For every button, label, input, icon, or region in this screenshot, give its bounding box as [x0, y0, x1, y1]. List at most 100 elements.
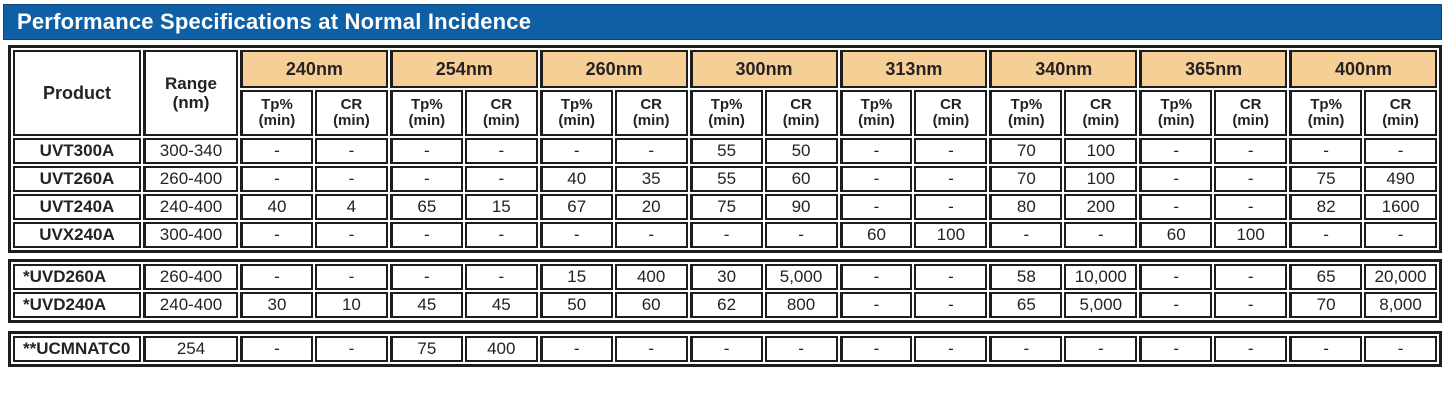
cr-min-subheader: CR (min) [764, 90, 838, 136]
table-row: UVT300A 300-340- - - - - -55 50- -70 100- - - - [13, 138, 1437, 164]
value-cell: - [1139, 336, 1213, 362]
value-cell: - [914, 166, 988, 192]
table-row: **UCMNATC0 254- -75 400- - - - - - - - - - - - [13, 336, 1437, 362]
value-cell: 100 [1214, 222, 1288, 248]
value-cell: 65 [1289, 264, 1363, 290]
value-cell: - [464, 264, 538, 290]
value-cell: - [314, 336, 388, 362]
cr-min-subheader: CR (min) [914, 90, 988, 136]
wavelength-header: 300nm [689, 50, 838, 88]
value-cell: - [1139, 166, 1213, 192]
tp-min-subheader: Tp% (min) [389, 90, 463, 136]
value-cell: - [1139, 292, 1213, 318]
value-cell: - [839, 194, 913, 220]
range-cell: 300-400 [143, 222, 238, 248]
value-cell: 75 [1289, 166, 1363, 192]
range-cell: 240-400 [143, 292, 238, 318]
value-cell: - [1064, 222, 1138, 248]
value-cell: 20,000 [1364, 264, 1437, 290]
value-cell: 65 [389, 194, 463, 220]
value-cell: - [314, 138, 388, 164]
value-cell: - [1214, 264, 1288, 290]
value-cell: - [1139, 264, 1213, 290]
range-label-line2: (nm) [172, 93, 210, 112]
value-cell: - [1364, 336, 1437, 362]
value-cell: 67 [539, 194, 613, 220]
value-cell: - [914, 292, 988, 318]
page-title: Performance Specifications at Normal Inc… [17, 9, 532, 34]
value-cell: - [839, 264, 913, 290]
value-cell: 30 [240, 292, 313, 318]
value-cell: 82 [1289, 194, 1363, 220]
value-cell: 45 [389, 292, 463, 318]
value-cell: - [839, 166, 913, 192]
value-cell: - [1364, 138, 1437, 164]
table-row: *UVD240A 240-400 30 10 45 45 50 60 62 800- -65 5,00… [13, 292, 1437, 318]
product-cell: UVT260A [13, 166, 141, 192]
value-cell: - [240, 264, 313, 290]
value-cell: 8,000 [1364, 292, 1437, 318]
value-cell: 15 [539, 264, 613, 290]
value-cell: 800 [764, 292, 838, 318]
spec-table-group-2: *UVD260A 260-400- - - -15 400 30 5,000- -58 10,00… [8, 259, 1442, 323]
value-cell: - [1289, 336, 1363, 362]
value-cell: - [839, 138, 913, 164]
value-cell: - [314, 264, 388, 290]
value-cell: 5,000 [764, 264, 838, 290]
value-cell: 55 [689, 138, 763, 164]
value-cell: 50 [764, 138, 838, 164]
value-cell: 58 [989, 264, 1063, 290]
product-cell: *UVD240A [13, 292, 141, 318]
value-cell: 490 [1364, 166, 1437, 192]
value-cell: 10 [314, 292, 388, 318]
value-cell: - [1214, 138, 1288, 164]
cr-min-subheader: CR (min) [464, 90, 538, 136]
tp-min-subheader: Tp% (min) [539, 90, 613, 136]
product-column-header: Product [13, 50, 141, 136]
range-cell: 240-400 [143, 194, 238, 220]
wavelength-header: 340nm [989, 50, 1138, 88]
value-cell: - [539, 336, 613, 362]
value-cell: - [314, 222, 388, 248]
wavelength-header: 400nm [1289, 50, 1437, 88]
wavelength-header: 313nm [839, 50, 988, 88]
value-cell: - [539, 138, 613, 164]
product-cell: UVT240A [13, 194, 141, 220]
table-row: UVT260A 260-400- - - -40 35 55 60- -70 100- -75 490 [13, 166, 1437, 192]
value-cell: 400 [464, 336, 538, 362]
value-cell: 10,000 [1064, 264, 1138, 290]
tp-min-subheader: Tp% (min) [689, 90, 763, 136]
subheader-row: Tp% (min) CR (min) Tp% (min) CR (min) Tp% (min) CR… [13, 90, 1437, 136]
value-cell: - [914, 194, 988, 220]
value-cell: - [614, 222, 688, 248]
value-cell: - [1214, 166, 1288, 192]
value-cell: - [914, 264, 988, 290]
value-cell: - [464, 222, 538, 248]
value-cell: - [464, 166, 538, 192]
value-cell: - [764, 336, 838, 362]
range-cell: 260-400 [143, 264, 238, 290]
value-cell: 62 [689, 292, 763, 318]
value-cell: - [240, 222, 313, 248]
value-cell: - [389, 222, 463, 248]
value-cell: 15 [464, 194, 538, 220]
tp-min-subheader: Tp% (min) [839, 90, 913, 136]
value-cell: - [989, 336, 1063, 362]
value-cell: - [914, 336, 988, 362]
value-cell: 50 [539, 292, 613, 318]
product-cell: UVT300A [13, 138, 141, 164]
value-cell: 40 [240, 194, 313, 220]
product-cell: UVX240A [13, 222, 141, 248]
table-row: UVX240A 300-400- - - - - - - -60 100- -60 100- - [13, 222, 1437, 248]
value-cell: 60 [614, 292, 688, 318]
value-cell: 60 [839, 222, 913, 248]
cr-min-subheader: CR (min) [1214, 90, 1288, 136]
title-bar: Performance Specifications at Normal Inc… [3, 4, 1442, 40]
value-cell: - [1364, 222, 1437, 248]
value-cell: - [689, 222, 763, 248]
value-cell: 20 [614, 194, 688, 220]
value-cell: 90 [764, 194, 838, 220]
value-cell: 55 [689, 166, 763, 192]
value-cell: - [1214, 336, 1288, 362]
